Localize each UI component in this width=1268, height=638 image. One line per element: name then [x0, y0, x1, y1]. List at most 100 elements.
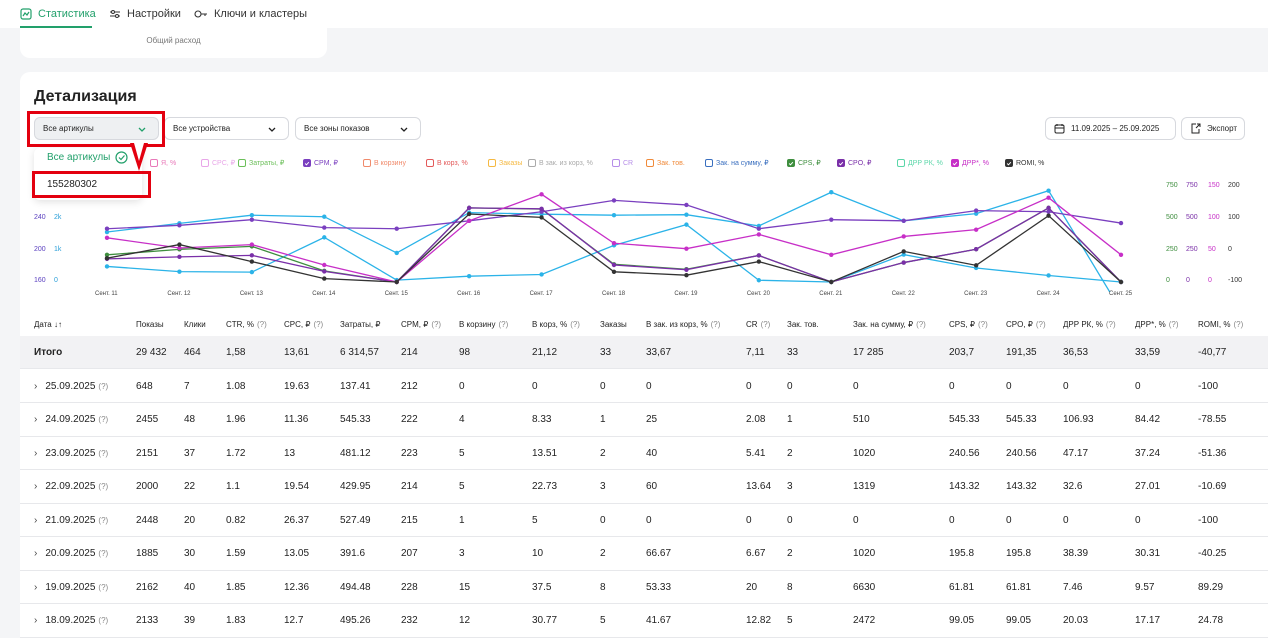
data-point[interactable] [249, 212, 255, 218]
help-icon[interactable]: (?) [98, 415, 109, 424]
data-point[interactable] [684, 222, 689, 227]
help-icon[interactable]: (?) [98, 381, 109, 391]
help-icon[interactable]: (?) [98, 582, 109, 592]
data-point[interactable] [756, 232, 762, 237]
legend-item[interactable]: CPO, ₽ [837, 159, 872, 167]
expand-chevron-icon[interactable]: › [34, 481, 38, 492]
legend-item[interactable]: CPS, ₽ [787, 159, 821, 167]
data-point[interactable] [104, 252, 110, 257]
table-row[interactable]: › 19.09.2025 (?) 2162 40 1.85 12.36 494.48 228 15… [20, 571, 1268, 604]
legend-item[interactable]: Зак. тов. [646, 159, 685, 167]
legend-item[interactable]: Я, % [150, 159, 176, 167]
expand-chevron-icon[interactable]: › [34, 414, 38, 425]
data-point[interactable] [104, 226, 110, 231]
data-point[interactable] [1046, 205, 1051, 211]
data-point[interactable] [466, 218, 472, 223]
data-point[interactable] [973, 227, 979, 232]
data-point[interactable] [829, 279, 834, 285]
data-point[interactable] [901, 252, 906, 257]
expand-chevron-icon[interactable]: › [34, 548, 38, 559]
checkbox-icon[interactable] [150, 159, 158, 167]
data-point[interactable] [756, 259, 762, 264]
legend-item[interactable]: ROMI, % [1005, 159, 1044, 167]
data-point[interactable] [104, 229, 110, 235]
data-point[interactable] [611, 269, 617, 274]
data-point[interactable] [1118, 220, 1124, 226]
help-icon[interactable]: (?) [710, 319, 721, 329]
legend-item[interactable]: В корзину [363, 159, 406, 167]
data-point[interactable] [973, 263, 979, 268]
data-point[interactable] [322, 225, 327, 230]
data-point[interactable] [104, 256, 110, 261]
legend-item[interactable]: CR [612, 159, 633, 167]
checkbox-icon[interactable] [363, 159, 371, 167]
checkbox-icon[interactable] [897, 159, 905, 167]
checkbox-checked-icon[interactable] [1005, 159, 1013, 167]
help-icon[interactable]: (?) [98, 448, 109, 458]
data-point[interactable] [177, 254, 182, 260]
data-point[interactable] [322, 262, 327, 268]
expand-chevron-icon[interactable]: › [34, 514, 38, 526]
data-point[interactable] [1118, 279, 1124, 285]
data-point[interactable] [829, 190, 834, 195]
data-point[interactable] [394, 226, 399, 231]
data-point[interactable] [611, 198, 617, 203]
checkbox-icon[interactable] [705, 159, 713, 167]
data-point[interactable] [394, 279, 399, 285]
data-point[interactable] [684, 267, 689, 272]
checkbox-checked-icon[interactable] [837, 159, 845, 167]
checkbox-checked-icon[interactable] [787, 159, 795, 167]
checkbox-icon[interactable] [646, 159, 654, 167]
checkbox-icon[interactable] [238, 159, 246, 167]
table-row[interactable]: › 21.09.2025 (?) 2448 20 0.82 26.37 527.49 215 1 5… [20, 504, 1268, 537]
data-point[interactable] [539, 215, 544, 220]
data-point[interactable] [322, 214, 327, 219]
data-point[interactable] [684, 246, 689, 251]
data-point[interactable] [684, 202, 689, 208]
data-point[interactable] [466, 211, 472, 217]
data-point[interactable] [973, 247, 979, 252]
data-point[interactable] [249, 253, 255, 258]
expand-chevron-icon[interactable]: › [34, 447, 38, 459]
help-icon[interactable]: (?) [1168, 319, 1179, 329]
data-point[interactable] [756, 278, 762, 283]
data-point[interactable] [539, 192, 544, 197]
data-point[interactable] [756, 253, 762, 258]
table-row[interactable]: › 18.09.2025 (?) 2133 39 1.83 12.7 495.26 232 12 3… [20, 605, 1268, 638]
data-point[interactable] [1046, 213, 1051, 218]
help-icon[interactable]: (?) [98, 549, 109, 558]
data-point[interactable] [684, 212, 689, 217]
legend-item[interactable]: Затраты, ₽ [238, 159, 284, 167]
data-point[interactable] [322, 269, 327, 274]
data-point[interactable] [1118, 252, 1124, 257]
tab-keys-clusters[interactable]: Ключи и кластеры [194, 4, 307, 24]
checkbox-checked-icon[interactable] [951, 159, 959, 167]
data-point[interactable] [539, 206, 544, 212]
help-icon[interactable]: (?) [1233, 319, 1244, 329]
data-point[interactable] [394, 250, 399, 256]
data-point[interactable] [177, 242, 182, 247]
data-point[interactable] [177, 245, 182, 251]
data-point[interactable] [1046, 195, 1051, 200]
option-article-155280302[interactable]: 155280302 [47, 179, 98, 190]
help-icon[interactable]: (?) [760, 319, 771, 329]
checkbox-icon[interactable] [426, 159, 434, 167]
help-icon[interactable]: (?) [431, 319, 442, 329]
help-icon[interactable]: (?) [98, 482, 109, 491]
help-icon[interactable]: (?) [1035, 319, 1046, 329]
help-icon[interactable]: (?) [98, 515, 109, 525]
checkbox-icon[interactable] [488, 159, 496, 167]
data-point[interactable] [104, 264, 110, 269]
data-point[interactable] [901, 218, 906, 223]
data-point[interactable] [973, 211, 979, 216]
help-icon[interactable]: (?) [498, 319, 509, 329]
data-point[interactable] [322, 235, 327, 240]
data-point[interactable] [756, 226, 762, 231]
data-point[interactable] [901, 234, 906, 239]
expand-chevron-icon[interactable]: › [34, 380, 38, 392]
expand-chevron-icon[interactable]: › [34, 581, 38, 593]
data-point[interactable] [611, 212, 617, 218]
legend-item[interactable]: В корз, % [426, 159, 468, 167]
data-point[interactable] [829, 252, 834, 257]
data-point[interactable] [466, 273, 472, 279]
